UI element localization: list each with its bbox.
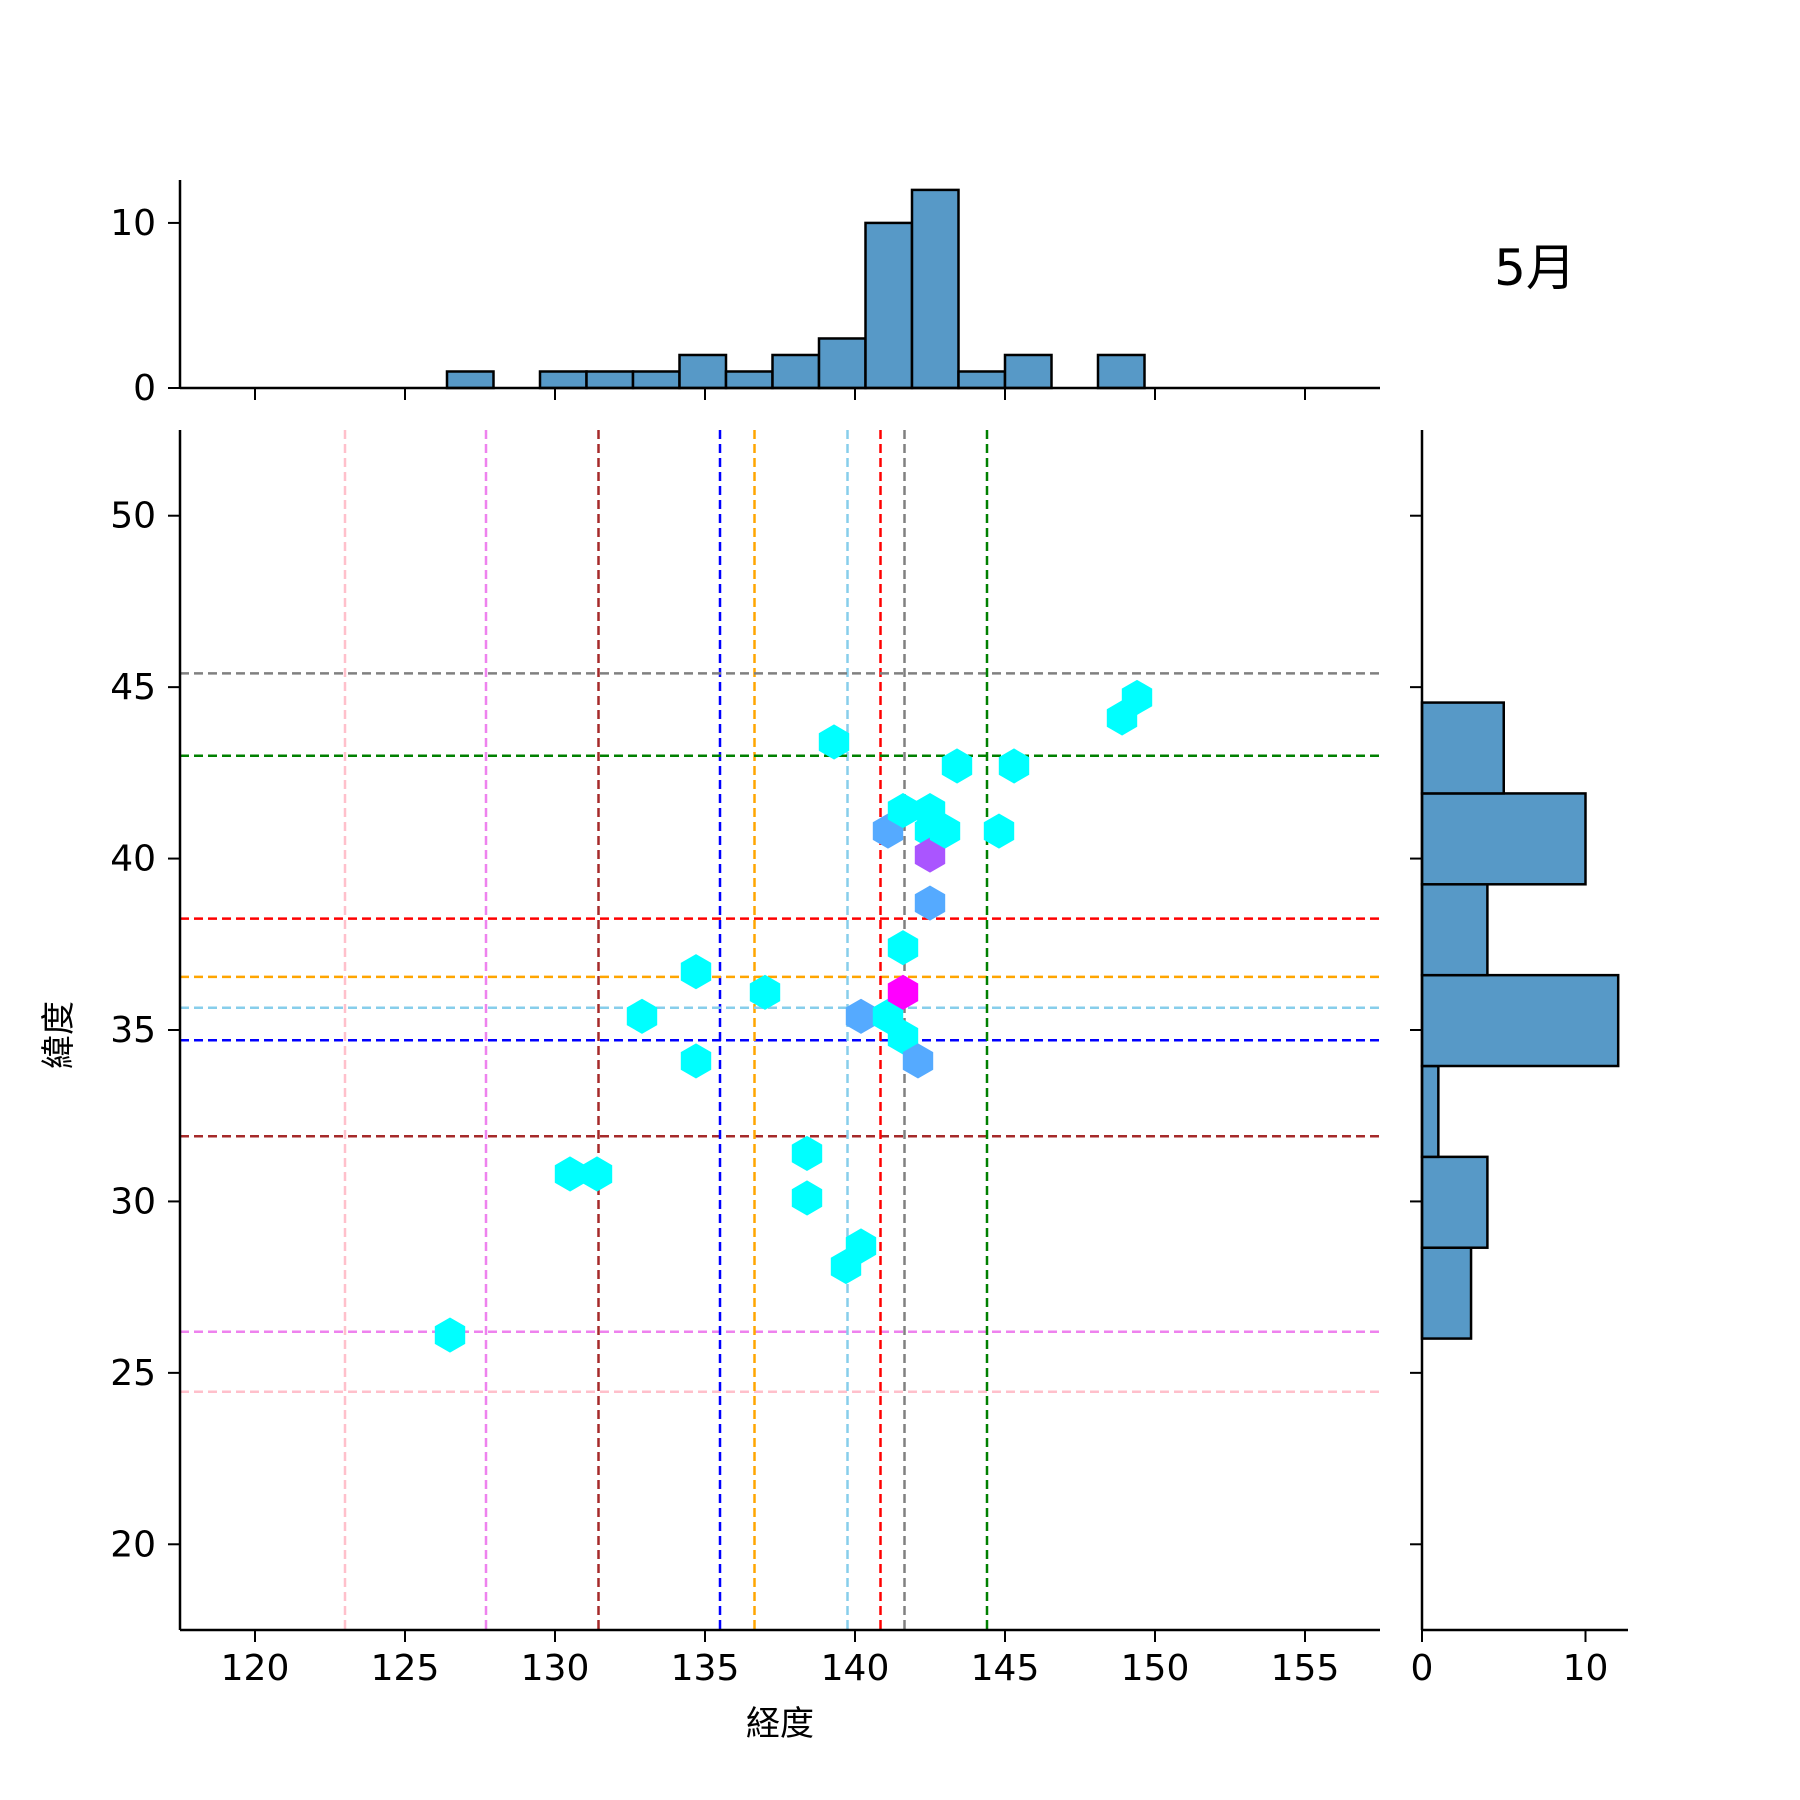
x-hist-bar-4 [631,370,681,390]
y-hist-bar-2 [1420,1064,1440,1159]
y-tick-label-3: 35 [110,1010,156,1051]
x-tick-label-0: 120 [221,1648,290,1689]
hexbin-1 [554,1156,586,1192]
hexbin-25 [941,748,973,784]
x-tick-label-4: 140 [821,1648,890,1689]
y-hist-bar-6 [1420,701,1505,795]
x-axis-label: 経度 [746,1704,814,1744]
reference-lines [180,430,1380,1630]
x-hist-bar-9 [864,221,914,390]
y-hist-bar-0 [1420,1246,1473,1340]
x-hist-bar-6 [724,370,774,390]
ticks: 120 125 130 135 140 145 150 155 20 25 30 35 40 45 50 0 1… [110,203,1608,1689]
x-hist-count-label-1: 10 [110,203,156,244]
y-tick-label-1: 25 [110,1353,156,1394]
hexbin-27 [998,748,1030,784]
hexbin-11 [845,1228,877,1264]
hexbin-4 [680,954,712,990]
x-hist-bar-8 [817,337,867,390]
hexbin-0 [434,1317,466,1353]
x-tick-label-5: 145 [971,1648,1040,1689]
y-hist-count-label-1: 10 [1563,1648,1609,1689]
x-hist-bar-3 [585,370,635,390]
hexbin-17 [887,974,919,1010]
hexbin-26 [983,813,1015,849]
x-hist-bar-0 [445,370,495,390]
hexbin-7 [791,1135,823,1171]
hexbin-2 [581,1156,613,1192]
hexbin-5 [680,1043,712,1079]
hexbin-8 [791,1180,823,1216]
y-tick-label-0: 20 [110,1524,156,1565]
hexbin-3 [626,998,658,1034]
y-marginal-histogram [1420,701,1620,1340]
x-tick-label-1: 125 [371,1648,440,1689]
x-hist-bar-2 [538,370,588,390]
hexbin-16 [887,930,919,966]
y-axis-label: 緯度 [39,1001,79,1069]
x-tick-label-7: 155 [1271,1648,1340,1689]
y-hist-count-label-0: 0 [1411,1648,1434,1689]
y-hist-bar-4 [1420,883,1489,977]
y-tick-label-6: 50 [110,496,156,537]
hexbin-12 [845,998,877,1034]
x-hist-bar-7 [771,353,821,390]
y-tick-label-4: 40 [110,839,156,880]
x-tick-label-3: 135 [671,1648,740,1689]
y-tick-label-5: 45 [110,667,156,708]
x-tick-label-6: 150 [1121,1648,1190,1689]
x-hist-bar-11 [957,370,1007,390]
hexbin-layer [434,679,1153,1353]
hexbin-24 [929,813,961,849]
y-hist-bar-1 [1420,1155,1489,1249]
y-tick-label-2: 30 [110,1181,156,1222]
hexbin-9 [818,724,850,760]
x-hist-bar-12 [1003,353,1053,390]
x-hist-bar-5 [678,353,728,390]
y-hist-bar-3 [1420,973,1620,1068]
x-marginal-histogram [445,188,1146,390]
x-tick-label-2: 130 [521,1648,590,1689]
x-hist-bar-14 [1096,353,1146,390]
hexbin-23 [914,885,946,921]
x-hist-count-label-0: 0 [133,368,156,409]
y-hist-bar-5 [1420,792,1587,886]
month-annotation: 5月 [1494,239,1576,297]
hexbin-19 [902,1043,934,1079]
hexbin-29 [1121,679,1153,715]
x-hist-bar-10 [910,188,960,390]
hexbin-6 [749,974,781,1010]
